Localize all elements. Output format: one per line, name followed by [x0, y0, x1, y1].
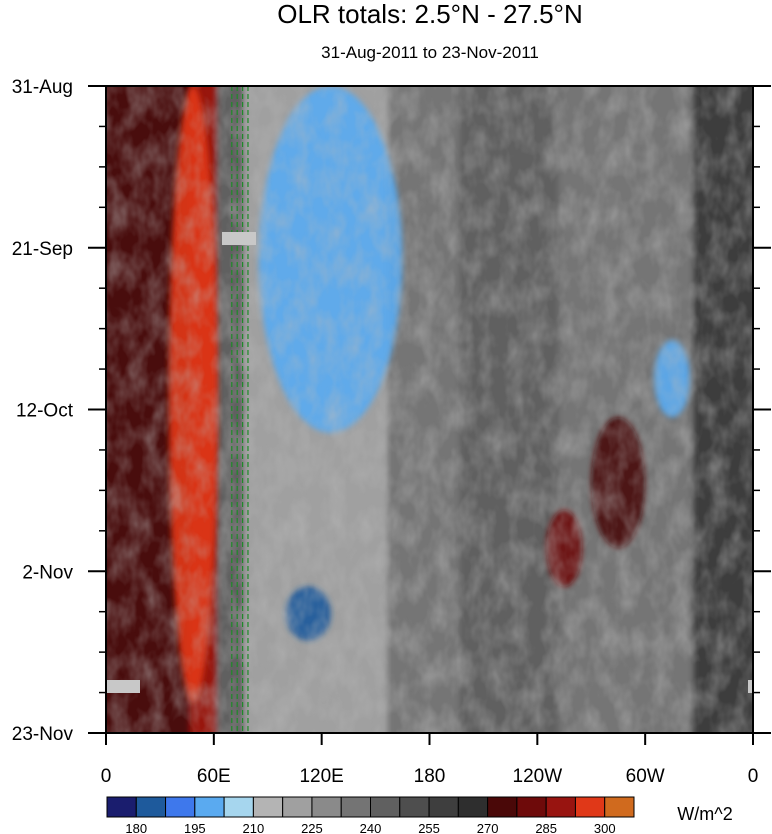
colorbar-swatch	[516, 796, 547, 818]
chart-subtitle: 31-Aug-2011 to 23-Nov-2011	[321, 43, 539, 62]
colorbar-swatch	[252, 796, 284, 818]
colorbar-swatch	[487, 796, 518, 818]
colorbar: 180 195 210 225 240 255 270 285 300	[106, 796, 635, 834]
colorbar-label: 300	[594, 821, 616, 834]
colorbar-swatch	[135, 796, 167, 818]
colorbar-swatch	[399, 796, 430, 818]
colorbar-label: 210	[243, 821, 265, 834]
y-tick-label: 31-Aug	[12, 77, 73, 98]
colorbar-units: W/m^2	[677, 804, 732, 824]
x-tick-label: 120E	[299, 766, 343, 787]
x-tick-label: 0	[101, 766, 112, 787]
colorbar-swatch	[457, 796, 489, 818]
colorbar-swatch	[106, 796, 137, 818]
colorbar-label: 270	[477, 821, 499, 834]
x-tick-label: 120W	[513, 766, 563, 787]
colorbar-swatch	[194, 796, 225, 818]
chart-title: OLR totals: 2.5°N - 27.5°N	[277, 0, 582, 29]
colorbar-label: 180	[125, 821, 147, 834]
colorbar-label: 195	[184, 821, 206, 834]
x-tick-label: 0	[748, 766, 759, 787]
colorbar-swatch	[165, 796, 196, 818]
missing-data-box	[748, 680, 753, 693]
colorbar-swatch	[574, 796, 606, 818]
colorbar-label: 285	[535, 821, 557, 834]
missing-data-box	[106, 680, 140, 693]
y-axis: 31-Aug 21-Sep 12-Oct 2-Nov 23-Nov	[12, 77, 771, 745]
colorbar-swatch	[604, 796, 635, 818]
y-tick-label: 2-Nov	[22, 562, 73, 583]
y-tick-label: 12-Oct	[16, 401, 74, 422]
colorbar-swatch	[223, 796, 254, 818]
x-axis: 0 60E 120E 180 120W 60W 0	[101, 733, 759, 787]
colorbar-swatch	[282, 796, 313, 818]
y-tick-label: 23-Nov	[12, 724, 74, 745]
missing-data-box	[222, 232, 256, 245]
texture-overlay	[106, 86, 753, 733]
reference-lines	[231, 86, 249, 733]
x-tick-label: 60E	[197, 766, 231, 787]
x-tick-label: 180	[414, 766, 446, 787]
colorbar-label: 225	[301, 821, 323, 834]
plot-area	[106, 86, 753, 733]
x-tick-label: 60W	[626, 766, 665, 787]
colorbar-swatch	[311, 796, 342, 818]
colorbar-swatch	[545, 796, 576, 818]
colorbar-label: 255	[418, 821, 440, 834]
colorbar-swatch	[428, 796, 459, 818]
colorbar-label: 240	[360, 821, 382, 834]
colorbar-swatch	[340, 796, 372, 818]
y-tick-label: 21-Sep	[12, 239, 73, 260]
colorbar-swatch	[370, 796, 401, 818]
